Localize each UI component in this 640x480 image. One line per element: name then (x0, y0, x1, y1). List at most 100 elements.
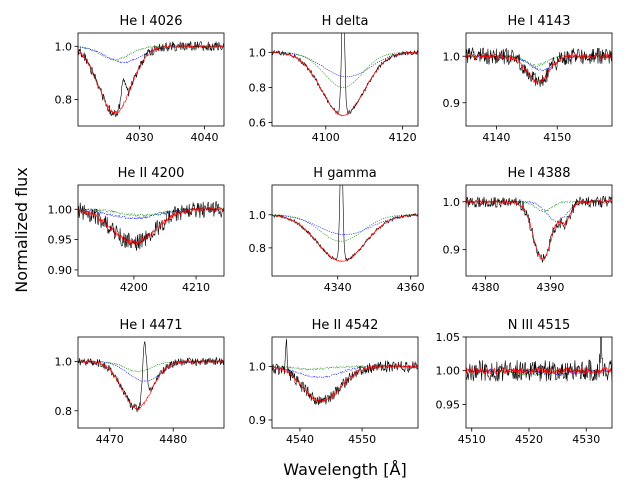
y-tick-label: 0.9 (443, 97, 461, 110)
y-tick-label: 1.0 (249, 46, 267, 59)
panel-1: He I 4026 4030 4040 0.8 1.0 (55, 14, 225, 144)
observed-spectrum-line (466, 195, 612, 263)
panel-7: He I 4471 4470 4480 0.8 1.0 (55, 318, 225, 446)
axes-frame (465, 184, 613, 277)
observed-spectrum-line (78, 341, 224, 413)
observed-spectrum-line (272, 33, 418, 115)
panel-title: He II 4542 (312, 318, 379, 333)
component-1-line (78, 45, 224, 61)
panel-series (78, 201, 224, 251)
x-tick-label: 4200 (120, 281, 148, 294)
observed-spectrum-line (78, 40, 224, 118)
y-tick-label: 1.0 (55, 40, 73, 53)
panel-series (466, 46, 612, 88)
panel-2: H delta 4100 4120 0.6 0.8 1.0 (249, 14, 419, 144)
model-spectrum-line (78, 359, 224, 411)
model-spectrum-line (272, 51, 418, 117)
y-tick-label: 0.9 (443, 244, 461, 257)
x-tick-label: 4510 (458, 433, 486, 446)
panel-5: H gamma 4340 4360 0.8 1.0 (249, 166, 425, 294)
x-tick-label: 4390 (536, 281, 564, 294)
axes-frame (77, 184, 225, 277)
axes-frame (77, 336, 225, 429)
y-tick-label: 1.0 (443, 50, 461, 63)
y-tick-label: 1.05 (436, 331, 461, 344)
model-spectrum-line (78, 44, 224, 115)
x-tick-label: 4380 (471, 281, 499, 294)
y-tick-label: 0.8 (249, 242, 267, 255)
panel-title: He II 4200 (118, 166, 185, 181)
panel-series (272, 33, 418, 117)
x-axis-label: Wavelength [Å] (283, 460, 406, 479)
y-tick-label: 0.95 (48, 234, 73, 247)
y-tick-label: 1.00 (48, 203, 73, 216)
model-spectrum-line (466, 52, 612, 85)
panel-9: N III 4515 4510 4520 4530 0.95 1.00 1.05 (436, 318, 613, 446)
model-spectrum-line (272, 363, 418, 403)
panel-series (466, 337, 612, 382)
panel-grid: He I 4026 4030 4040 0.8 1.0 H delta 4100 4120 0.… (48, 14, 613, 446)
y-tick-label: 1.0 (249, 209, 267, 222)
x-tick-label: 4530 (572, 433, 600, 446)
axes-frame (271, 32, 419, 127)
panel-series (78, 40, 224, 118)
x-tick-label: 4150 (543, 131, 571, 144)
x-tick-label: 4040 (191, 131, 219, 144)
panel-title: H gamma (313, 166, 376, 181)
y-tick-label: 0.8 (55, 93, 73, 106)
component-1-line (78, 207, 224, 218)
observed-spectrum-line (272, 338, 418, 406)
x-tick-label: 4540 (286, 433, 314, 446)
x-tick-label: 4120 (389, 131, 417, 144)
panel-title: He I 4388 (508, 166, 571, 181)
observed-spectrum-line (272, 185, 418, 262)
y-tick-label: 1.0 (55, 356, 73, 369)
y-tick-label: 0.90 (48, 264, 73, 277)
panel-series (466, 195, 612, 263)
x-tick-label: 4480 (159, 433, 187, 446)
component-1-line (272, 364, 418, 371)
panel-title: He I 4026 (120, 14, 183, 29)
x-tick-label: 4520 (515, 433, 543, 446)
panel-series (272, 338, 418, 406)
x-tick-label: 4360 (397, 281, 425, 294)
model-spectrum-line (466, 199, 612, 261)
panel-8: He II 4542 4540 4550 0.9 1.0 (249, 318, 419, 446)
x-tick-label: 4470 (96, 433, 124, 446)
panel-title: H delta (322, 14, 369, 29)
component-2-line (466, 200, 612, 222)
observed-spectrum-line (78, 201, 224, 251)
y-tick-label: 0.95 (436, 398, 461, 411)
component-2-line (272, 214, 418, 236)
axes-frame (271, 184, 419, 277)
panel-series (272, 185, 418, 262)
panel-series (78, 341, 224, 413)
component-2-line (466, 54, 612, 72)
y-tick-label: 0.8 (55, 405, 73, 418)
component-1-line (272, 214, 418, 242)
panel-4: He II 4200 4200 4210 0.90 0.95 1.00 (48, 166, 225, 294)
x-tick-label: 4140 (482, 131, 510, 144)
model-spectrum-line (272, 214, 418, 262)
component-1-line (272, 51, 418, 89)
panel-title: He I 4471 (120, 318, 183, 333)
x-tick-label: 4100 (312, 131, 340, 144)
panel-title: He I 4143 (508, 14, 571, 29)
y-tick-label: 1.0 (249, 360, 267, 373)
x-tick-label: 4030 (126, 131, 154, 144)
observed-spectrum-line (466, 46, 612, 88)
y-tick-label: 0.6 (249, 116, 267, 129)
component-1-line (466, 200, 612, 213)
y-tick-label: 1.0 (443, 196, 461, 209)
panel-3: He I 4143 4140 4150 0.9 1.0 (443, 14, 613, 144)
panel-title: N III 4515 (508, 318, 571, 333)
axes-frame (77, 32, 225, 127)
y-tick-label: 0.9 (249, 414, 267, 427)
x-tick-label: 4550 (348, 433, 376, 446)
y-axis-label: Normalized flux (12, 167, 31, 293)
component-1-line (466, 54, 612, 68)
y-tick-label: 0.8 (249, 81, 267, 94)
component-2-line (78, 360, 224, 383)
y-tick-label: 1.00 (436, 365, 461, 378)
